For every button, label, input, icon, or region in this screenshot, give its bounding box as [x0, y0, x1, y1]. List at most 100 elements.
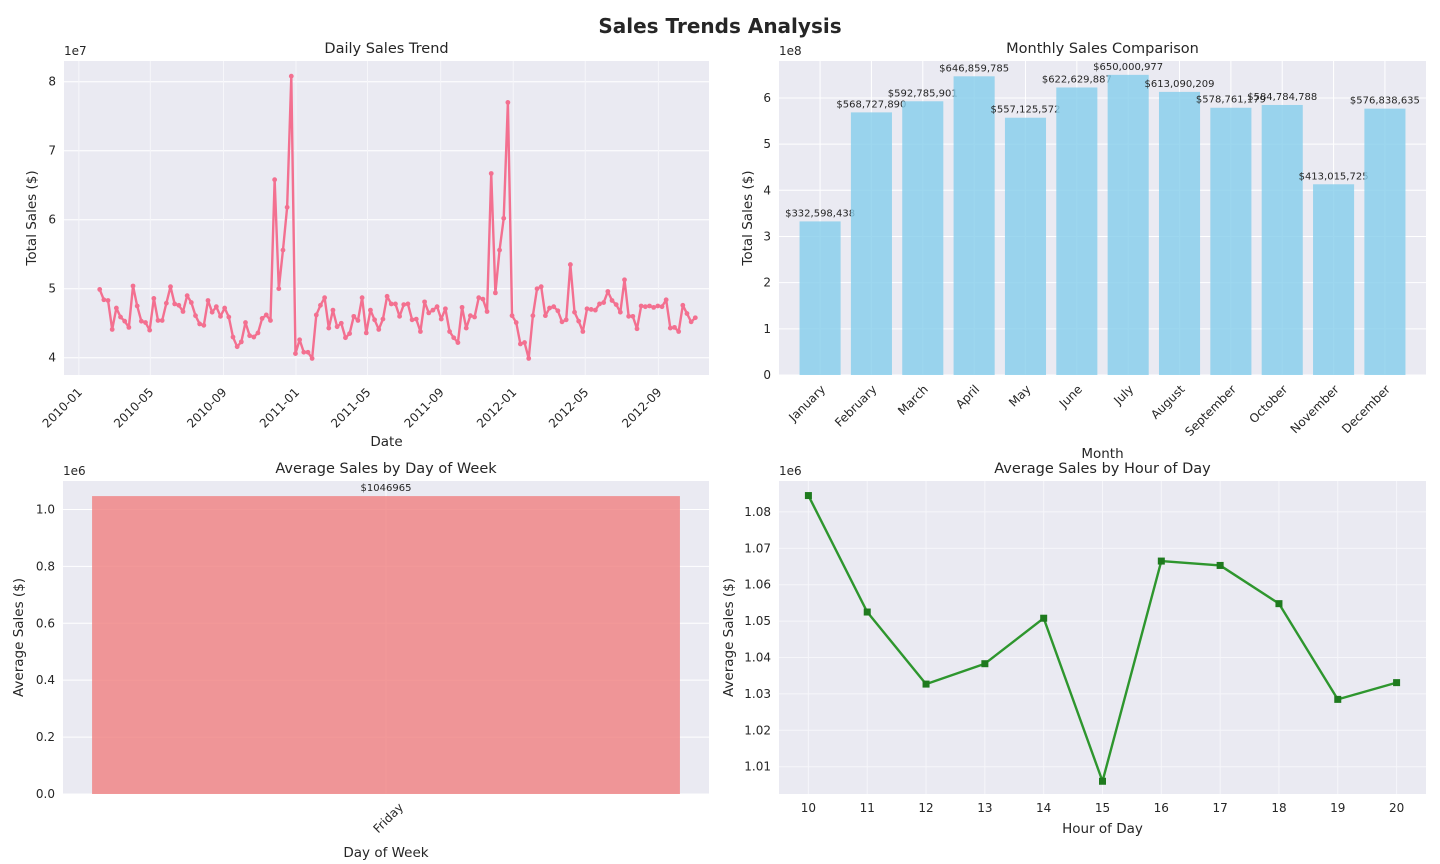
x-tick-label: 2011-09 — [401, 385, 446, 430]
bar — [953, 76, 995, 375]
data-point — [251, 334, 257, 340]
data-point — [626, 313, 632, 319]
data-point — [505, 100, 511, 105]
y-multiplier-label: 1e7 — [64, 44, 87, 58]
y-tick-label: 0.6 — [36, 616, 55, 630]
bar-data-label: $622,629,887 — [1042, 74, 1112, 85]
data-point — [222, 305, 228, 311]
chart-hourly: Average Sales by Hour of Day 1e6 1.01 1.02 1… — [721, 461, 1426, 837]
y-tick-label: 7 — [48, 144, 56, 158]
data-point — [209, 309, 215, 315]
data-point — [476, 295, 482, 301]
data-point — [638, 303, 644, 309]
bar — [1364, 108, 1406, 375]
data-point — [184, 293, 190, 299]
data-point — [580, 329, 586, 334]
data-point — [642, 304, 648, 310]
y-tick-label: 3 — [763, 229, 771, 243]
data-point — [426, 310, 432, 316]
bar-data-label: $613,090,209 — [1145, 79, 1215, 90]
x-tick-label: Friday — [371, 800, 407, 836]
data-point — [588, 307, 594, 312]
bar — [1158, 91, 1201, 376]
data-point — [601, 300, 607, 305]
data-point — [688, 319, 694, 325]
data-point — [255, 330, 261, 336]
bar — [1313, 184, 1355, 375]
data-point — [509, 313, 515, 319]
data-point — [122, 318, 128, 324]
x-tick-label: 2010-01 — [40, 385, 85, 430]
data-point — [313, 312, 319, 318]
chart-title: Monthly Sales Comparison — [1006, 41, 1199, 57]
data-point — [172, 301, 178, 307]
data-point — [692, 315, 698, 321]
x-tick-label: 2010-09 — [184, 385, 229, 430]
data-point — [667, 325, 673, 331]
y-tick-label: 0.4 — [36, 673, 55, 687]
data-point — [176, 302, 182, 308]
data-point — [105, 298, 111, 303]
data-point — [359, 295, 365, 301]
data-point — [259, 316, 265, 321]
data-point — [301, 349, 307, 355]
data-point — [1393, 679, 1401, 687]
data-point — [576, 318, 582, 324]
chart-daily: Daily Sales Trend 1e7 4 5 6 7 8 2010-01 2010-05 2… — [24, 41, 709, 450]
data-point — [1334, 695, 1342, 703]
y-tick-label: 0.0 — [36, 787, 55, 801]
x-tick-label: 13 — [977, 801, 992, 815]
chart-title: Average Sales by Day of Week — [275, 461, 497, 477]
data-point — [655, 303, 661, 309]
data-point — [130, 283, 136, 289]
data-point — [672, 324, 677, 330]
x-tick-label: 2012-01 — [474, 385, 519, 430]
x-tick-label: April — [953, 382, 982, 411]
x-tick-label: February — [832, 382, 880, 430]
data-point — [492, 290, 498, 296]
x-tick-label: August — [1148, 382, 1188, 422]
data-point — [309, 356, 315, 361]
data-point — [501, 215, 507, 221]
x-tick-label: 11 — [860, 801, 875, 815]
y-tick-label: 4 — [763, 183, 771, 197]
data-point — [684, 311, 690, 316]
x-tick-label: November — [1288, 382, 1342, 436]
bar — [1107, 74, 1149, 376]
x-axis-label: Month — [1081, 446, 1123, 462]
bar — [1004, 117, 1047, 375]
bar-data-label: $592,785,901 — [888, 88, 958, 99]
y-tick-label: 0.2 — [36, 730, 55, 744]
data-point — [180, 309, 186, 314]
data-point — [363, 330, 369, 336]
data-point — [243, 320, 248, 325]
x-tick-label: March — [895, 382, 931, 418]
data-point — [605, 289, 611, 294]
data-point — [1216, 561, 1224, 569]
y-tick-label: 1.03 — [744, 687, 771, 701]
data-point — [584, 306, 590, 312]
x-tick-label: 2010-05 — [111, 385, 156, 430]
x-tick-label: July — [1110, 382, 1136, 408]
y-tick-label: 0 — [763, 368, 771, 382]
data-point — [193, 313, 198, 319]
x-axis-label: Day of Week — [343, 845, 428, 861]
data-point — [472, 314, 477, 320]
data-point — [567, 262, 573, 267]
x-tick-label: 14 — [1036, 801, 1051, 815]
data-point — [647, 303, 652, 309]
data-point — [205, 298, 211, 303]
chart-title: Average Sales by Hour of Day — [994, 461, 1211, 477]
data-point — [555, 308, 561, 314]
data-point — [517, 341, 523, 347]
data-point — [101, 297, 107, 303]
y-axis-label: Total Sales ($) — [740, 170, 756, 266]
data-point — [513, 320, 519, 325]
data-point — [659, 304, 665, 310]
data-point — [201, 322, 207, 328]
y-tick-label: 5 — [763, 137, 771, 151]
data-point — [563, 317, 569, 323]
x-tick-label: 2011-05 — [328, 385, 373, 430]
y-axis-label: Average Sales ($) — [11, 578, 27, 697]
